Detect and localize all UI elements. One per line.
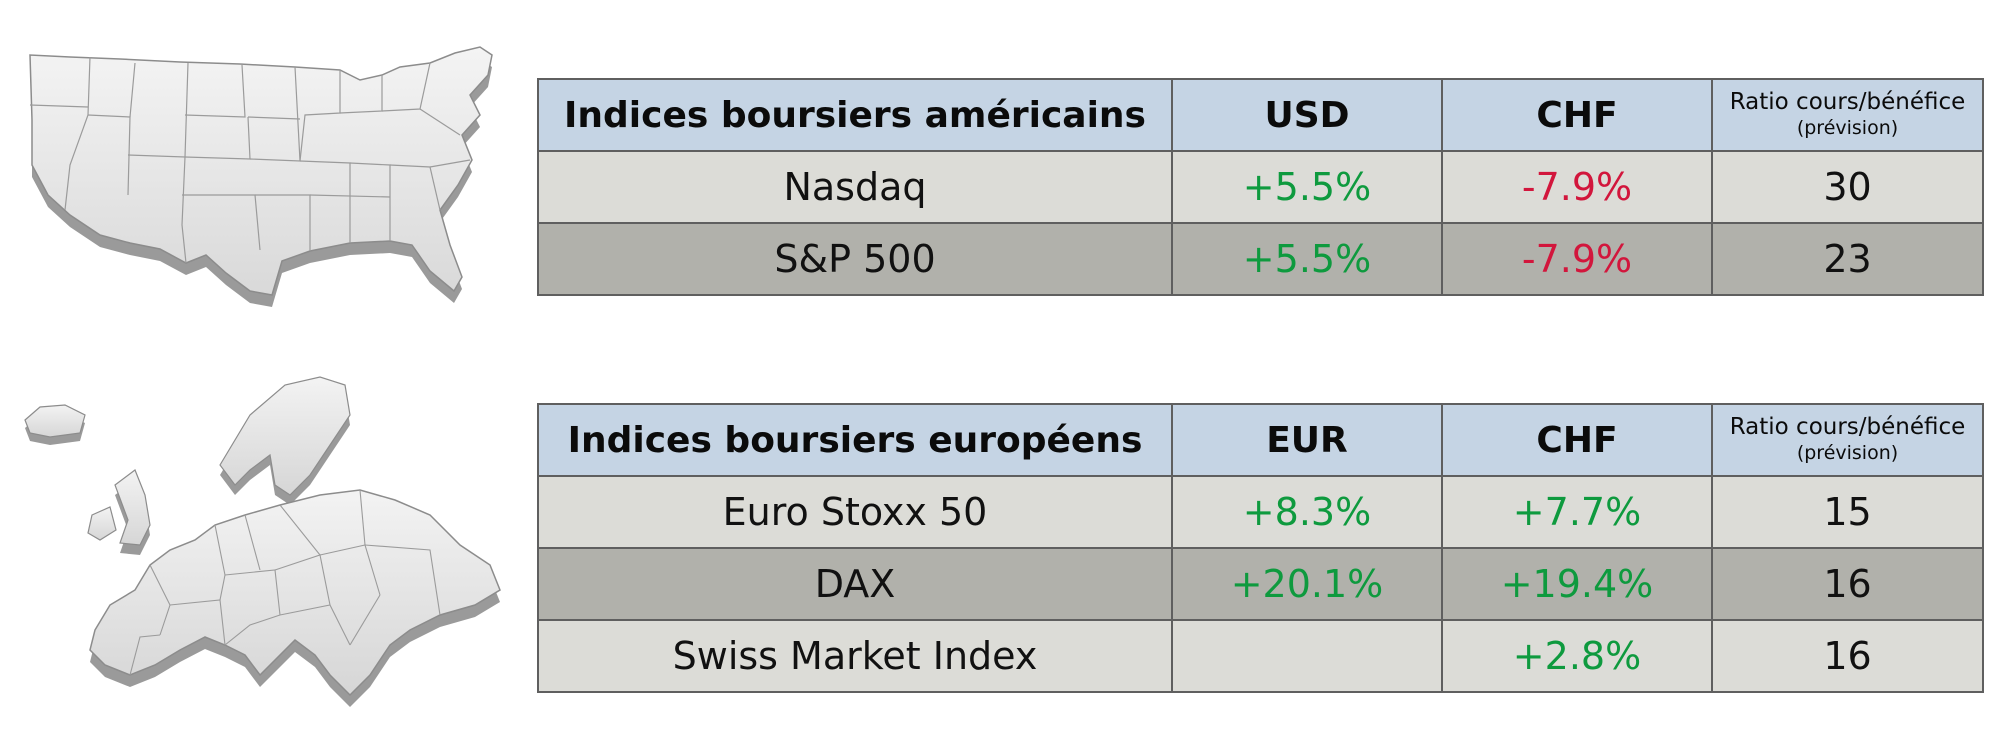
pe-ratio-header: Ratio cours/bénéfice (prévision): [1711, 78, 1984, 152]
pe-ratio-label: Ratio cours/bénéfice: [1729, 89, 1966, 115]
currency-header-usd: USD: [1171, 78, 1443, 152]
local-return: +20.1%: [1171, 547, 1443, 621]
table-title: Indices boursiers européens: [537, 403, 1173, 477]
currency-header-chf: CHF: [1441, 78, 1713, 152]
table-row: Euro Stoxx 50 +8.3% +7.7% 15: [537, 475, 1984, 549]
local-return: [1171, 619, 1443, 693]
pe-ratio-header: Ratio cours/bénéfice (prévision): [1711, 403, 1984, 477]
index-name: Swiss Market Index: [537, 619, 1173, 693]
chf-return: +2.8%: [1441, 619, 1713, 693]
pe-ratio: 15: [1711, 475, 1984, 549]
pe-ratio: 23: [1711, 222, 1984, 296]
index-name: DAX: [537, 547, 1173, 621]
currency-header-eur: EUR: [1171, 403, 1443, 477]
pe-ratio-label: Ratio cours/bénéfice: [1729, 414, 1966, 440]
chf-return: -7.9%: [1441, 222, 1713, 296]
pe-ratio: 30: [1711, 150, 1984, 224]
europe-map-icon: [20, 375, 510, 710]
local-return: +8.3%: [1171, 475, 1443, 549]
usa-map-icon: [10, 45, 515, 340]
pe-ratio: 16: [1711, 547, 1984, 621]
table-row: DAX +20.1% +19.4% 16: [537, 547, 1984, 621]
table-row: Swiss Market Index +2.8% 16: [537, 619, 1984, 693]
table-header-row: Indices boursiers américains USD CHF Rat…: [537, 78, 1984, 152]
index-name: Nasdaq: [537, 150, 1173, 224]
chf-return: +7.7%: [1441, 475, 1713, 549]
table-row: Nasdaq +5.5% -7.9% 30: [537, 150, 1984, 224]
pe-ratio-sublabel: (prévision): [1796, 442, 1899, 464]
us-indices-table: Indices boursiers américains USD CHF Rat…: [537, 78, 1984, 296]
pe-ratio-sublabel: (prévision): [1796, 117, 1899, 139]
local-return: +5.5%: [1171, 150, 1443, 224]
pe-ratio: 16: [1711, 619, 1984, 693]
local-return: +5.5%: [1171, 222, 1443, 296]
index-name: S&P 500: [537, 222, 1173, 296]
index-name: Euro Stoxx 50: [537, 475, 1173, 549]
chf-return: +19.4%: [1441, 547, 1713, 621]
table-row: S&P 500 +5.5% -7.9% 23: [537, 222, 1984, 296]
currency-header-chf: CHF: [1441, 403, 1713, 477]
chf-return: -7.9%: [1441, 150, 1713, 224]
table-header-row: Indices boursiers européens EUR CHF Rati…: [537, 403, 1984, 477]
table-title: Indices boursiers américains: [537, 78, 1173, 152]
eu-indices-table: Indices boursiers européens EUR CHF Rati…: [537, 403, 1984, 693]
